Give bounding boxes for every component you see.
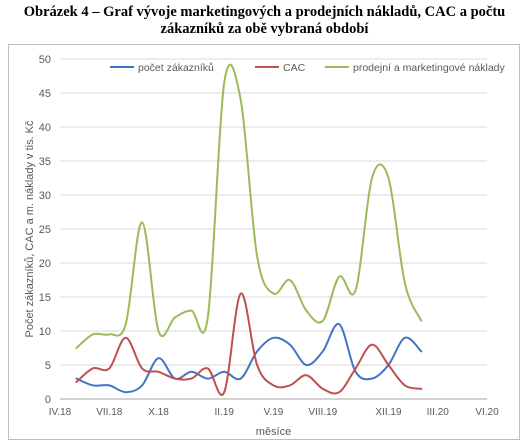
- legend-label: prodejní a marketingové náklady: [353, 62, 506, 74]
- y-tick-label: 5: [45, 360, 51, 372]
- figure-caption-line-2: zákazníků za obě vybraná období: [160, 21, 369, 37]
- y-tick-label: 40: [39, 122, 51, 134]
- y-tick-label: 15: [39, 292, 51, 304]
- series-line-prodejni-a-marketingove-naklady: [75, 63, 423, 349]
- chart-area: [8, 44, 520, 440]
- legend-item-cac: CAC: [255, 62, 306, 74]
- y-tick-label: 35: [39, 156, 51, 168]
- y-tick-label: 30: [39, 190, 51, 202]
- x-tick-label: IV.18: [49, 407, 72, 418]
- axes: 0 5 10 15 20 25 30 35 40 45 50 IV.18 VII.18 X.18 II.19…: [24, 54, 499, 438]
- x-axis-title: měsíce: [256, 426, 291, 438]
- figure-caption-line-1: Obrázek 4 – Graf vývoje marketingových a…: [23, 4, 506, 20]
- y-tick-label: 25: [39, 224, 51, 236]
- gridlines: [60, 58, 487, 400]
- legend: počet zákazníků CAC prodejní a marketingov…: [110, 62, 506, 74]
- y-tick-label: 50: [39, 54, 51, 66]
- legend-item-pocet-zakazniku: počet zákazníků: [110, 62, 214, 74]
- x-tick-label: X.18: [148, 407, 169, 418]
- legend-label: CAC: [283, 62, 306, 74]
- legend-label: počet zákazníků: [138, 62, 214, 74]
- y-tick-label: 10: [39, 326, 51, 338]
- x-tick-label: II.19: [214, 407, 234, 418]
- x-tick-label: VII.18: [96, 407, 123, 418]
- series-line-cac: [75, 292, 423, 396]
- y-tick-label: 20: [39, 258, 51, 270]
- x-tick-label: XII.19: [375, 407, 402, 418]
- x-tick-label: VIII.19: [308, 407, 337, 418]
- y-tick-label: 0: [45, 394, 51, 406]
- series-line-pocet-zakazniku: [75, 323, 423, 394]
- legend-item-prodejni-a-marketingove-naklady: prodejní a marketingové náklady: [325, 62, 506, 74]
- series-lines: [75, 63, 423, 396]
- x-tick-label: VI.20: [475, 407, 499, 418]
- y-tick-label: 45: [39, 88, 51, 100]
- x-tick-label: V.19: [264, 407, 284, 418]
- x-tick-label: III.20: [427, 407, 450, 418]
- y-axis-title: Počet zákazníků, CAC a m. náklady v tis.…: [24, 120, 36, 338]
- figure-caption: Obrázek 4 – Graf vývoje marketingových a…: [0, 4, 529, 38]
